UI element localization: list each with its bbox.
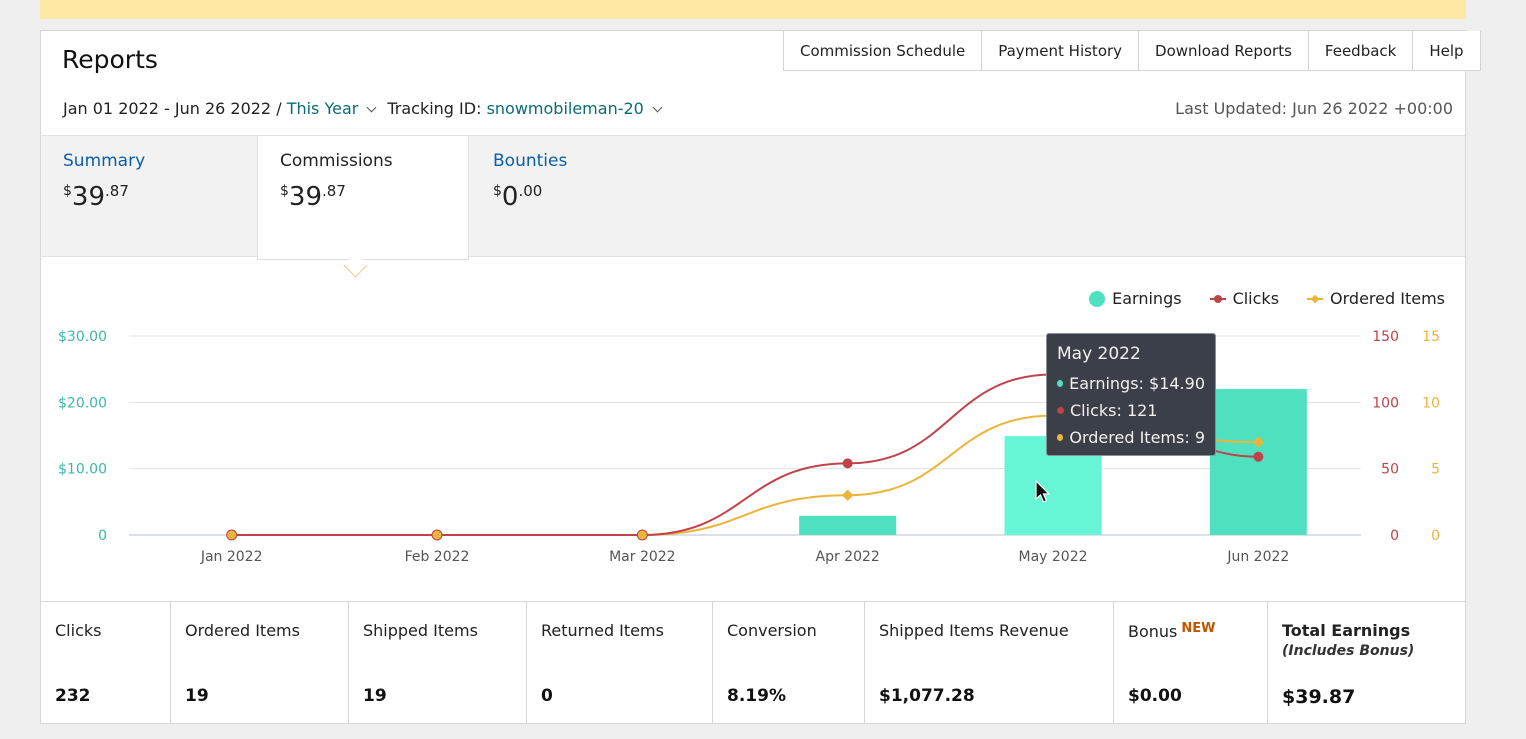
tab-bounties[interactable]: Bounties $0.00 — [471, 136, 683, 256]
stat-conversion: Conversion 8.19% — [713, 602, 865, 724]
y-right-ordered-tick-label: 10 — [1422, 395, 1440, 411]
report-tabs: Summary $39.87 Commissions $39.87 Bounti… — [41, 135, 1465, 260]
tab-amount: $0.00 — [493, 182, 543, 212]
tab-amount: $39.87 — [280, 182, 346, 212]
ordered-items-point — [431, 529, 443, 541]
y-left-tick-label: $10.00 — [58, 462, 107, 478]
tab-label: Commissions — [280, 151, 393, 171]
y-left-tick-label: $30.00 — [58, 329, 107, 345]
tab-amount: $39.87 — [63, 182, 129, 212]
x-tick-label: Jan 2022 — [200, 549, 263, 565]
stats-row: Clicks 232 Ordered Items 19 Shipped Item… — [41, 601, 1465, 724]
page-title: Reports — [62, 45, 158, 74]
circle-icon — [1089, 290, 1106, 307]
tab-label: Bounties — [493, 151, 568, 171]
y-left-tick-label: 0 — [98, 528, 107, 544]
tab-commissions[interactable]: Commissions $39.87 — [257, 136, 469, 260]
tab-label: Summary — [63, 151, 146, 171]
period-dropdown[interactable]: This Year — [286, 99, 359, 118]
clicks-point — [842, 458, 853, 469]
y-right-clicks-tick-label: 0 — [1390, 528, 1399, 544]
y-right-clicks-tick-label: 100 — [1372, 395, 1399, 411]
legend-clicks[interactable]: Clicks — [1209, 289, 1279, 308]
earnings-bar — [1209, 389, 1307, 535]
legend-earnings[interactable]: Earnings — [1089, 289, 1182, 308]
payment-history-button[interactable]: Payment History — [981, 31, 1140, 71]
tooltip-earnings: Earnings: $14.90 — [1057, 370, 1205, 397]
x-tick-label: Jun 2022 — [1226, 549, 1289, 565]
tab-summary[interactable]: Summary $39.87 — [41, 136, 253, 256]
chart-tooltip: May 2022 Earnings: $14.90 Clicks: 121 Or… — [1046, 333, 1216, 456]
stat-shipped-items: Shipped Items 19 — [349, 602, 527, 724]
date-range-text: Jan 01 2022 - Jun 26 2022 / — [63, 99, 282, 118]
x-tick-label: May 2022 — [1018, 549, 1087, 565]
stat-shipped-revenue: Shipped Items Revenue $1,077.28 — [865, 602, 1114, 724]
reports-panel: Reports Commission Schedule Payment Hist… — [40, 30, 1481, 724]
tooltip-ordered: Ordered Items: 9 — [1057, 424, 1205, 451]
stat-ordered-items: Ordered Items 19 — [171, 602, 349, 724]
line-diamond-icon — [1307, 294, 1324, 304]
feedback-button[interactable]: Feedback — [1307, 31, 1414, 71]
line-circle-icon — [1209, 294, 1226, 304]
clicks-point — [1253, 451, 1264, 462]
y-right-clicks-tick-label: 50 — [1381, 462, 1399, 478]
commission-schedule-button[interactable]: Commission Schedule — [783, 31, 983, 71]
chart-legend: Earnings Clicks Ordered Items — [1089, 289, 1445, 308]
mouse-pointer-icon — [1035, 480, 1051, 503]
tracking-label: Tracking ID: — [387, 99, 482, 118]
legend-ordered-items[interactable]: Ordered Items — [1307, 289, 1445, 308]
earnings-chart: 0 $10.00 $20.00 $30.00 0 50 100 150 0 5 10 15 Jan 20… — [58, 329, 1440, 565]
notice-banner — [40, 0, 1466, 19]
tracking-id-dropdown[interactable]: snowmobileman-20 — [486, 99, 644, 118]
x-tick-label: Mar 2022 — [609, 549, 676, 565]
stat-clicks: Clicks 232 — [41, 602, 171, 724]
earnings-bar — [799, 515, 897, 535]
new-badge: NEW — [1181, 621, 1216, 636]
y-right-ordered-tick-label: 15 — [1422, 329, 1440, 345]
stat-total-earnings: Total Earnings (Includes Bonus) $39.87 — [1282, 621, 1415, 708]
stat-returned-items: Returned Items 0 — [527, 602, 713, 724]
tooltip-clicks: Clicks: 121 — [1057, 397, 1205, 424]
download-reports-button[interactable]: Download Reports — [1138, 31, 1309, 71]
ordered-items-point — [1252, 436, 1264, 448]
filter-row: Jan 01 2022 - Jun 26 2022 / This Year Tr… — [63, 99, 673, 118]
tooltip-title: May 2022 — [1057, 344, 1141, 364]
y-right-ordered-tick-label: 0 — [1431, 528, 1440, 544]
y-right-clicks-tick-label: 150 — [1372, 329, 1399, 345]
chevron-down-icon[interactable] — [366, 102, 377, 112]
ordered-items-point — [842, 489, 854, 501]
ordered-items-point — [636, 529, 648, 541]
stat-bonus: Bonus NEW $0.00 — [1114, 602, 1268, 724]
y-left-tick-label: $20.00 — [58, 395, 107, 411]
x-tick-label: Feb 2022 — [405, 549, 470, 565]
ordered-items-point — [226, 529, 238, 541]
report-toolbar: Commission Schedule Payment History Down… — [783, 31, 1481, 71]
x-tick-label: Apr 2022 — [816, 549, 880, 565]
help-button[interactable]: Help — [1412, 31, 1481, 71]
chevron-down-icon[interactable] — [652, 102, 663, 112]
last-updated: Last Updated: Jun 26 2022 +00:00 — [1175, 99, 1453, 118]
y-right-ordered-tick-label: 5 — [1431, 462, 1440, 478]
